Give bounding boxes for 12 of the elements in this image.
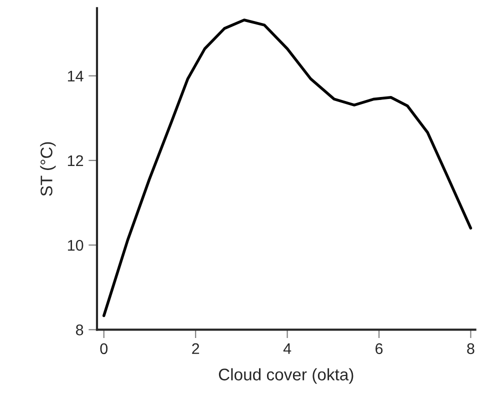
y-tick-label: 14	[68, 70, 84, 82]
line-series	[102, 18, 472, 318]
y-tick-label: 8	[76, 324, 84, 336]
y-axis-title: ST (°C)	[40, 142, 56, 196]
y-tick-label: 10	[68, 240, 84, 251]
x-tick-label: 6	[376, 343, 383, 354]
x-tick-label: 8	[467, 343, 474, 354]
y-tick-label: 12	[68, 155, 84, 166]
x-axis-title: Cloud cover (okta)	[218, 368, 354, 384]
x-tick-label: 2	[192, 343, 200, 354]
x-tick-label: 4	[283, 343, 292, 354]
x-tick-label: 0	[100, 343, 108, 354]
